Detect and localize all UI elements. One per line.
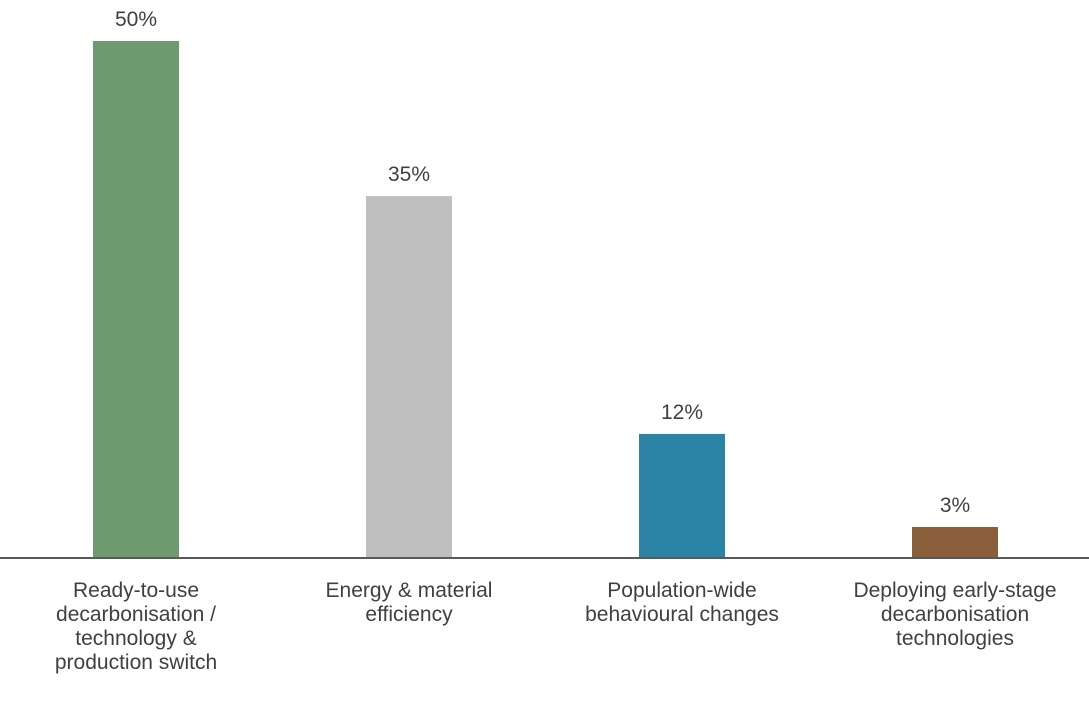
category-label-line: Energy & material — [326, 579, 493, 602]
bar-2 — [366, 196, 452, 558]
category-label-line: decarbonisation — [881, 603, 1029, 626]
value-labels-layer: 50% 35% 12% 3% — [115, 8, 970, 517]
category-label-4: Deploying early-stage decarbonisation tech… — [853, 579, 1056, 650]
category-label-2: Energy & material efficiency — [326, 579, 493, 626]
category-label-line: decarbonisation / — [56, 603, 216, 626]
category-label-1: Ready-to-use decarbonisation / technology … — [55, 579, 217, 674]
value-label-4: 3% — [940, 494, 970, 517]
category-label-line: Deploying early-stage — [853, 579, 1056, 602]
bar-1 — [93, 41, 179, 558]
bar-3 — [639, 433, 725, 558]
category-label-line: efficiency — [365, 603, 453, 626]
category-label-line: production switch — [55, 651, 217, 674]
value-label-2: 35% — [388, 163, 430, 186]
category-labels-layer: Ready-to-use decarbonisation / technology … — [55, 579, 1057, 674]
category-label-line: technologies — [896, 627, 1014, 650]
value-label-3: 12% — [661, 401, 703, 424]
category-label-line: technology & — [75, 627, 196, 650]
category-label-line: Ready-to-use — [73, 579, 199, 602]
value-label-1: 50% — [115, 8, 157, 31]
bar-4 — [912, 526, 998, 558]
bars-layer — [93, 41, 998, 558]
category-label-line: behavioural changes — [585, 603, 779, 626]
category-label-3: Population-wide behavioural changes — [585, 579, 779, 626]
category-label-line: Population-wide — [607, 579, 756, 602]
